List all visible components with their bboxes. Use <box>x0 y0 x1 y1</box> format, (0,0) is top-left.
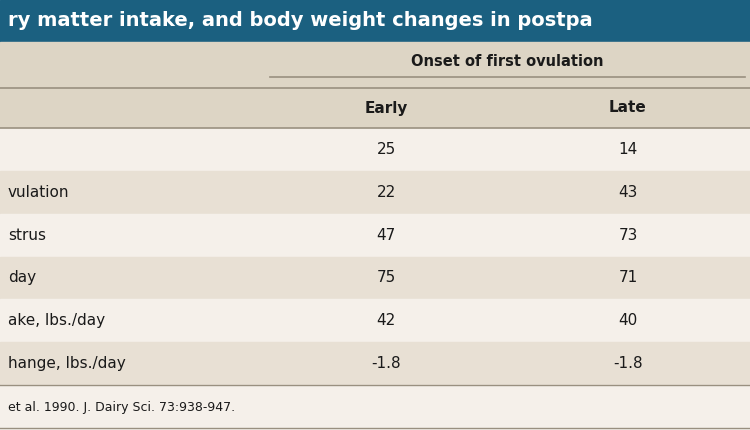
Text: vulation: vulation <box>8 185 70 200</box>
Text: 22: 22 <box>376 185 396 200</box>
Text: et al. 1990. J. Dairy Sci. 73:938-947.: et al. 1990. J. Dairy Sci. 73:938-947. <box>8 401 236 414</box>
Bar <box>0 88 750 128</box>
Text: Early: Early <box>364 101 408 116</box>
Text: Onset of first ovulation: Onset of first ovulation <box>411 54 604 69</box>
Text: 14: 14 <box>618 142 638 157</box>
Text: strus: strus <box>8 227 46 243</box>
Text: -1.8: -1.8 <box>614 356 643 371</box>
Bar <box>0 385 750 430</box>
Bar <box>0 257 750 299</box>
Text: 42: 42 <box>376 313 396 328</box>
Text: ake, lbs./day: ake, lbs./day <box>8 313 105 328</box>
Text: 71: 71 <box>618 270 638 286</box>
Text: hange, lbs./day: hange, lbs./day <box>8 356 126 371</box>
Bar <box>0 0 750 42</box>
Bar <box>0 171 750 214</box>
Text: 40: 40 <box>618 313 638 328</box>
Bar <box>0 299 750 342</box>
Bar <box>0 128 750 171</box>
Text: 47: 47 <box>376 227 396 243</box>
Text: 43: 43 <box>618 185 638 200</box>
Text: ry matter intake, and body weight changes in postpa: ry matter intake, and body weight change… <box>8 12 592 31</box>
Bar <box>0 214 750 257</box>
Text: Late: Late <box>609 101 646 116</box>
Text: 75: 75 <box>376 270 396 286</box>
Text: -1.8: -1.8 <box>371 356 400 371</box>
Bar <box>0 342 750 385</box>
Text: 73: 73 <box>618 227 638 243</box>
Text: day: day <box>8 270 36 286</box>
Text: 25: 25 <box>376 142 396 157</box>
Bar <box>0 42 750 88</box>
